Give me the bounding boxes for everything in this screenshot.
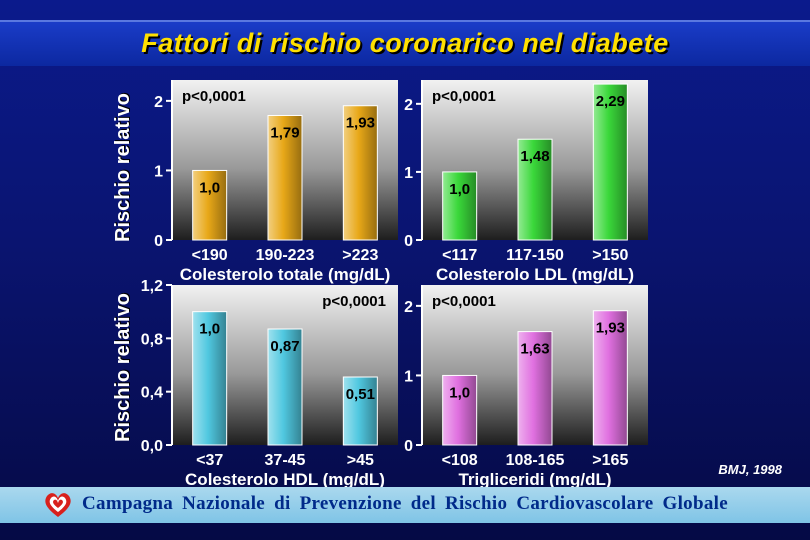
bar [517,138,553,241]
bar-value-label: 1,93 [596,320,625,337]
footer-bar [0,487,810,523]
x-tick-label: <190 [192,247,228,264]
p-value-label: p<0,0001 [432,88,496,105]
y-tick-label: 2 [404,97,413,114]
slide-title: Fattori di rischio coronarico nel diabet… [141,28,669,58]
x-axis-label: Colesterolo LDL (mg/dL) [436,265,634,284]
x-tick-label: 37-45 [265,452,306,469]
p-value-label: p<0,0001 [322,293,386,310]
y-tick-label: 2 [154,94,163,111]
title-bar [0,22,810,66]
x-tick-label: 117-150 [506,247,564,264]
bar [442,171,478,241]
heart-logo-icon [45,493,71,517]
bar [342,105,378,241]
bar [442,374,478,446]
bar [342,376,378,446]
bar-value-label: 1,63 [520,341,549,358]
x-tick-label: >150 [592,247,628,264]
bar-value-label: 1,0 [449,384,470,401]
bar-value-label: 0,87 [270,338,299,355]
bar [267,328,303,446]
y-axis-label-top: Rischio relativo [112,93,134,242]
x-tick-label: >165 [592,452,628,469]
bar-value-label: 1,0 [199,179,220,196]
footer-text: Campagna Nazionale di Prevenzione del Ri… [82,493,728,514]
y-tick-label: 0 [404,438,413,455]
bar-value-label: 1,79 [270,124,299,141]
y-tick-label: 2 [404,299,413,316]
chart-colesterolo-ldl: 0 1 2 1,0 <117 1,48 117-150 2,29 >150Colesterolo… [404,80,648,284]
citation: BMJ, 1998 [718,462,782,477]
x-tick-label: >223 [342,247,378,264]
bar-value-label: 1,48 [520,148,549,165]
y-tick-label: 0,4 [141,385,163,402]
x-axis-label: Trigliceridi (mg/dL) [458,470,611,489]
bar-value-label: 2,29 [596,93,625,110]
y-tick-label: 0 [154,233,163,250]
bar [592,310,628,446]
x-tick-label: >45 [347,452,374,469]
bar-value-label: 1,0 [449,181,470,198]
bar [192,169,228,241]
y-tick-label: 1 [404,165,413,182]
chart-colesterolo-totale: 0 1 2 1,0 <190 1,79 190-223 1,93 >223Colesterolo… [154,80,398,284]
x-tick-label: <37 [196,452,223,469]
chart-trigliceridi: 0 1 2 1,0 <108 1,63 108-165 1,93 >165Triglicerid… [404,285,648,489]
bar [517,331,553,446]
x-tick-label: 108-165 [506,452,565,469]
top-rule [0,20,810,22]
x-tick-label: <108 [442,452,478,469]
y-tick-label: 0 [404,233,413,250]
bar [267,114,303,241]
x-axis-label: Colesterolo totale (mg/dL) [180,265,391,284]
bar [192,311,228,446]
chart-colesterolo-hdl: 0,0 0,4 0,8 1,2 1,0 <37 0,87 37-45 0,51 >45Colest… [141,278,398,489]
bar [592,83,628,241]
y-tick-label: 1 [404,368,413,385]
x-axis-label: Colesterolo HDL (mg/dL) [185,470,385,489]
bar-value-label: 1,93 [346,115,375,132]
y-tick-label: 1,2 [141,278,163,295]
y-tick-label: 1 [154,163,163,180]
x-tick-label: 190-223 [256,247,315,264]
bar-value-label: 0,51 [346,386,375,403]
y-tick-label: 0,8 [141,331,163,348]
p-value-label: p<0,0001 [182,88,246,105]
x-tick-label: <117 [442,247,477,264]
y-tick-label: 0,0 [141,438,163,455]
bar-value-label: 1,0 [199,321,220,338]
p-value-label: p<0,0001 [432,293,496,310]
